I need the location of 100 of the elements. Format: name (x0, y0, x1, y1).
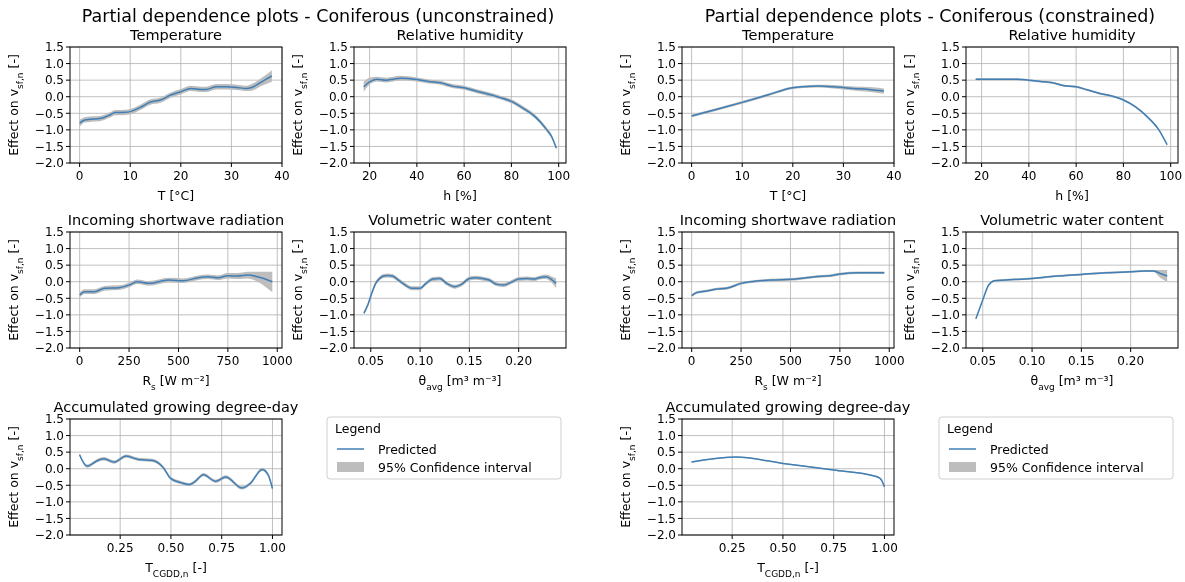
x-axis-title: θ$_{avg}$ [m³ m⁻³] (1030, 373, 1114, 392)
x-tick-label: 100 (1159, 169, 1183, 183)
y-tick-label: −1.5 (318, 324, 348, 339)
y-tick-label: −1.5 (318, 139, 348, 154)
x-tick-label: 0 (687, 169, 696, 183)
x-axis-title: h [%] (443, 188, 477, 203)
y-tick-label: −0.5 (318, 106, 348, 121)
y-tick-label: −2.0 (318, 341, 348, 356)
y-tick-label: 0.0 (44, 462, 64, 477)
y-tick-label: 1.5 (656, 412, 676, 427)
y-tick-label: 0.5 (656, 445, 676, 460)
y-tick-label: 1.5 (940, 40, 960, 55)
y-tick-label: 1.5 (656, 40, 676, 55)
chart-title: Volumetric water content (368, 212, 553, 228)
chart-title: Temperature (129, 27, 222, 43)
y-tick-label: −2.0 (646, 156, 676, 171)
x-tick-label: 500 (779, 354, 802, 368)
y-tick-label: −2.0 (34, 341, 64, 356)
legend-label: Predicted (990, 441, 1049, 457)
chart-title: Accumulated growing degree-day (665, 399, 911, 415)
y-tick-label: −0.5 (646, 291, 676, 306)
x-tick-label: 0.05 (357, 354, 385, 368)
text: Partial dependence plots - Coniferous (constrained) (704, 6, 1156, 26)
x-tick-label: 80 (503, 169, 520, 183)
y-tick-label: 1.5 (44, 412, 64, 427)
y-tick-label: −0.5 (646, 478, 676, 493)
y-tick-label: 1.5 (328, 225, 348, 240)
x-tick-label: 60 (456, 169, 472, 183)
x-axis-title: R$_{s}$ [W m⁻²] (754, 373, 822, 392)
x-tick-label: 0.25 (718, 541, 746, 555)
y-tick-label: 1.0 (44, 241, 64, 256)
y-tick-label: −1.5 (646, 139, 676, 154)
x-tick-label: 500 (167, 354, 190, 368)
y-tick-label: −1.0 (930, 308, 960, 323)
x-tick-label: 20 (785, 169, 801, 183)
x-axis-title: R$_{s}$ [W m⁻²] (142, 373, 210, 392)
y-tick-label: 0.5 (656, 258, 676, 273)
y-tick-label: 0.5 (44, 73, 64, 88)
y-tick-label: −1.0 (318, 123, 348, 138)
y-tick-label: −1.0 (34, 123, 64, 138)
y-tick-label: 1.0 (940, 241, 960, 256)
chart-title: Incoming shortwave radiation (67, 212, 285, 228)
chart-title: Temperature (741, 27, 834, 43)
y-tick-label: −2.0 (646, 341, 676, 356)
x-tick-label: 750 (828, 354, 852, 368)
y-tick-label: −0.5 (930, 106, 960, 121)
y-tick-label: 1.5 (940, 225, 960, 240)
y-tick-label: −2.0 (318, 156, 348, 171)
y-tick-label: −1.0 (34, 308, 64, 323)
x-tick-label: 20 (173, 169, 189, 183)
x-axis-title: h [%] (1055, 188, 1089, 203)
x-tick-label: 100 (547, 169, 571, 183)
text: 95% Confidence interval (378, 459, 532, 475)
y-tick-label: 0.0 (44, 275, 64, 290)
y-tick-label: −2.0 (930, 341, 960, 356)
legend-title: Legend (947, 421, 993, 436)
y-tick-label: 0.5 (328, 258, 348, 273)
y-tick-label: −1.0 (646, 308, 676, 323)
y-tick-label: −0.5 (646, 106, 676, 121)
x-tick-label: 10 (122, 169, 138, 183)
x-tick-label: 30 (835, 169, 852, 183)
y-tick-label: −0.5 (34, 478, 64, 493)
x-tick-label: 0.75 (208, 541, 236, 555)
y-tick-label: −1.5 (930, 324, 960, 339)
y-tick-label: 0.5 (328, 73, 348, 88)
y-tick-label: 1.0 (656, 56, 676, 71)
x-axis-title: T$_{CGDD,n}$ [-] (756, 560, 819, 579)
x-tick-label: 750 (216, 354, 240, 368)
y-tick-label: −2.0 (646, 528, 676, 543)
y-tick-label: 0.0 (940, 90, 960, 105)
x-tick-label: 0 (687, 354, 696, 368)
y-tick-label: 0.0 (940, 275, 960, 290)
y-tick-label: 1.0 (656, 241, 676, 256)
y-tick-label: −1.5 (646, 511, 676, 526)
chart-title: Relative humidity (396, 27, 524, 43)
y-tick-label: 0.0 (328, 275, 348, 290)
x-tick-label: 0 (75, 169, 84, 183)
y-tick-label: −1.0 (930, 123, 960, 138)
x-axis-title: T [°C] (768, 188, 807, 203)
x-tick-label: 0.05 (969, 354, 997, 368)
chart-title: Volumetric water content (980, 212, 1165, 228)
x-axis-title: T$_{CGDD,n}$ [-] (144, 560, 207, 579)
y-tick-label: −1.5 (930, 139, 960, 154)
text: Partial dependence plots - Coniferous (unconstrained) (81, 6, 555, 26)
x-tick-label: 80 (1115, 169, 1132, 183)
x-axis-title: θ$_{avg}$ [m³ m⁻³] (418, 373, 502, 392)
y-tick-label: 0.5 (940, 73, 960, 88)
y-tick-label: 1.5 (656, 225, 676, 240)
y-tick-label: 1.0 (656, 428, 676, 443)
x-tick-label: 0.50 (157, 541, 185, 555)
x-tick-label: 20 (361, 169, 378, 183)
x-tick-label: 20 (973, 169, 990, 183)
y-tick-label: −2.0 (930, 156, 960, 171)
y-tick-label: 1.5 (328, 40, 348, 55)
y-tick-label: −1.0 (318, 308, 348, 323)
y-tick-label: −0.5 (34, 106, 64, 121)
y-tick-label: −0.5 (318, 291, 348, 306)
y-tick-label: −1.5 (34, 511, 64, 526)
y-tick-label: −1.0 (646, 495, 676, 510)
x-tick-label: 1.00 (871, 541, 898, 555)
